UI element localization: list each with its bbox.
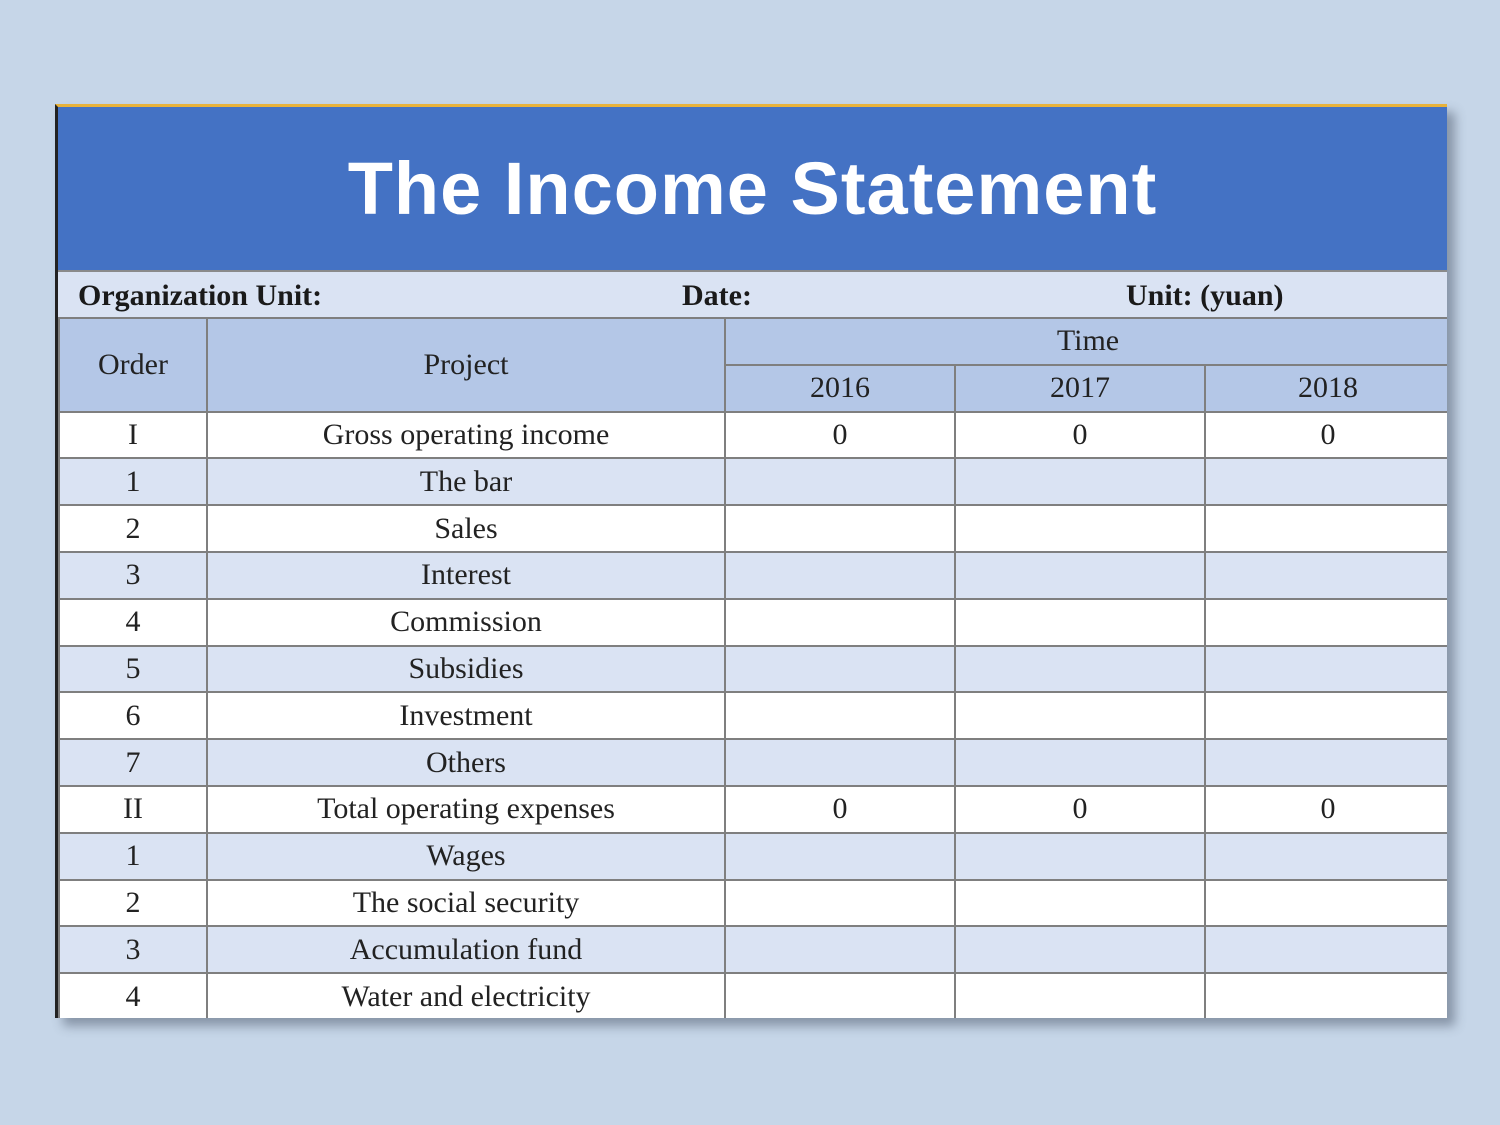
project-cell[interactable]: Subsidies [206,644,726,694]
table-row: 4 Commission [58,597,1447,647]
value-cell[interactable] [724,457,956,507]
project-cell[interactable]: Wages [206,831,726,881]
value-cell[interactable] [1204,597,1447,647]
order-cell[interactable]: 2 [58,878,208,928]
project-cell[interactable]: The social security [206,878,726,928]
unit-label: Unit: (yuan) [1126,279,1284,312]
order-cell[interactable]: 1 [58,457,208,507]
value-cell[interactable] [954,831,1206,881]
value-cell[interactable] [1204,457,1447,507]
header-order: Order [58,317,208,413]
value-cell[interactable] [954,878,1206,928]
value-cell[interactable] [954,691,1206,741]
order-cell[interactable]: 3 [58,550,208,600]
order-cell[interactable]: 5 [58,644,208,694]
date-label: Date: [682,279,752,312]
value-cell[interactable] [1204,644,1447,694]
value-cell[interactable] [954,550,1206,600]
value-cell[interactable] [954,972,1206,1018]
header-year: 2017 [954,363,1206,413]
project-cell[interactable]: Others [206,738,726,787]
order-cell[interactable]: 3 [58,925,208,975]
header-year: 2018 [1204,363,1447,413]
value-cell[interactable] [724,691,956,741]
value-cell[interactable] [954,644,1206,694]
project-cell[interactable]: Total operating expenses [206,784,726,834]
header-time: Time [724,317,1447,366]
value-cell[interactable] [1204,972,1447,1018]
value-cell[interactable] [724,597,956,647]
header-year: 2016 [724,363,956,413]
order-cell[interactable]: 1 [58,831,208,881]
value-cell[interactable]: 0 [954,784,1206,834]
order-cell[interactable]: I [58,410,208,460]
table-row: 1 Wages [58,831,1447,881]
organization-unit-label: Organization Unit: [78,279,323,312]
value-cell[interactable]: 0 [1204,410,1447,460]
order-cell[interactable]: 7 [58,738,208,787]
value-cell[interactable] [1204,831,1447,881]
project-cell[interactable]: Gross operating income [206,410,726,460]
project-cell[interactable]: The bar [206,457,726,507]
value-cell[interactable]: 0 [1204,784,1447,834]
value-cell[interactable] [1204,878,1447,928]
table-row: II Total operating expenses 0 0 0 [58,784,1447,834]
project-cell[interactable]: Commission [206,597,726,647]
order-cell[interactable]: 2 [58,504,208,553]
value-cell[interactable] [954,457,1206,507]
order-cell[interactable]: II [58,784,208,834]
value-cell[interactable] [954,504,1206,553]
order-cell[interactable]: 6 [58,691,208,741]
value-cell[interactable] [1204,550,1447,600]
project-cell[interactable]: Interest [206,550,726,600]
value-cell[interactable] [724,504,956,553]
project-cell[interactable]: Accumulation fund [206,925,726,975]
value-cell[interactable] [1204,691,1447,741]
income-statement-sheet: The Income Statement Organization Unit: … [55,104,1447,1018]
table-row: 5 Subsidies [58,644,1447,694]
value-cell[interactable] [954,925,1206,975]
value-cell[interactable] [724,925,956,975]
value-cell[interactable]: 0 [954,410,1206,460]
table-row: 2 The social security [58,878,1447,928]
value-cell[interactable]: 0 [724,784,956,834]
table-row: 7 Others [58,738,1447,787]
project-cell[interactable]: Investment [206,691,726,741]
income-table: Order Project Time 2016 2017 2018 I Gross… [58,317,1447,1018]
value-cell[interactable] [724,550,956,600]
value-cell[interactable] [724,738,956,787]
value-cell[interactable] [724,878,956,928]
value-cell[interactable] [1204,925,1447,975]
project-cell[interactable]: Sales [206,504,726,553]
table-row: 3 Interest [58,550,1447,600]
header-project: Project [206,317,726,413]
table-row: 4 Water and electricity [58,972,1447,1018]
table-row: 1 The bar [58,457,1447,507]
order-cell[interactable]: 4 [58,972,208,1018]
table-row: I Gross operating income 0 0 0 [58,410,1447,460]
value-cell[interactable]: 0 [724,410,956,460]
project-cell[interactable]: Water and electricity [206,972,726,1018]
value-cell[interactable] [954,597,1206,647]
table-row: 6 Investment [58,691,1447,741]
value-cell[interactable] [724,644,956,694]
value-cell[interactable] [724,972,956,1018]
page-title: The Income Statement [58,107,1447,270]
value-cell[interactable] [954,738,1206,787]
order-cell[interactable]: 4 [58,597,208,647]
value-cell[interactable] [1204,738,1447,787]
table-row: 2 Sales [58,504,1447,553]
table-row: 3 Accumulation fund [58,925,1447,975]
value-cell[interactable] [724,831,956,881]
value-cell[interactable] [1204,504,1447,553]
info-row: Organization Unit: Date: Unit: (yuan) [58,270,1447,317]
